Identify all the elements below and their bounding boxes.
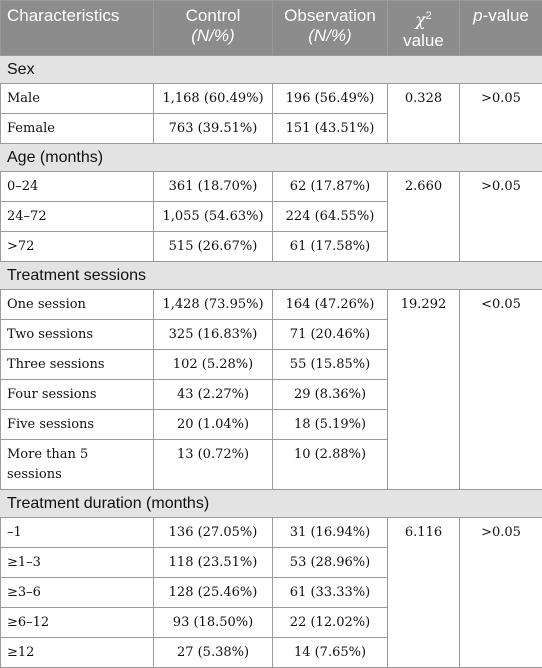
section-header-row: Sex [1,55,542,83]
row-label: ≥3–6 [1,577,154,607]
control-cell: 27 (5.38%) [154,637,273,667]
control-cell: 128 (25.46%) [154,577,273,607]
header-characteristics: Characteristics [1,1,154,56]
row-label: ≥6–12 [1,607,154,637]
row-label: Five sessions [1,409,154,439]
row-label: Two sessions [1,319,154,349]
observation-cell: 53 (28.96%) [273,547,388,577]
observation-cell: 61 (33.33%) [273,577,388,607]
observation-cell: 55 (15.85%) [273,349,388,379]
row-label: More than 5 sessions [1,439,154,489]
header-observation: Observation(N/%) [273,1,388,56]
control-cell: 118 (23.51%) [154,547,273,577]
control-cell: 325 (16.83%) [154,319,273,349]
section-header-row: Treatment sessions [1,261,542,289]
row-label: Three sessions [1,349,154,379]
row-label: >72 [1,231,154,261]
control-cell: 136 (27.05%) [154,517,273,547]
p-value: <0.05 [460,289,542,489]
p-value: >0.05 [460,83,542,143]
control-cell: 1,055 (54.63%) [154,201,273,231]
observation-cell: 61 (17.58%) [273,231,388,261]
observation-cell: 14 (7.65%) [273,637,388,667]
control-cell: 515 (26.67%) [154,231,273,261]
row-label: Male [1,83,154,113]
control-cell: 1,428 (73.95%) [154,289,273,319]
control-cell: 361 (18.70%) [154,171,273,201]
control-cell: 763 (39.51%) [154,113,273,143]
p-value: >0.05 [460,517,542,667]
control-cell: 20 (1.04%) [154,409,273,439]
header-control: Control(N/%) [154,1,273,56]
observation-cell: 62 (17.87%) [273,171,388,201]
section-title: Treatment duration (months) [1,489,542,517]
row-label: One session [1,289,154,319]
control-cell: 13 (0.72%) [154,439,273,489]
row-label: Female [1,113,154,143]
section-title: Treatment sessions [1,261,542,289]
control-cell: 1,168 (60.49%) [154,83,273,113]
row-label: –1 [1,517,154,547]
observation-cell: 151 (43.51%) [273,113,388,143]
row-label: ≥12 [1,637,154,667]
chi-square-value: 6.116 [388,517,460,667]
row-label: Four sessions [1,379,154,409]
observation-cell: 196 (56.49%) [273,83,388,113]
control-cell: 93 (18.50%) [154,607,273,637]
chi-square-value: 0.328 [388,83,460,143]
row-label: 24–72 [1,201,154,231]
section-header-row: Treatment duration (months) [1,489,542,517]
observation-cell: 31 (16.94%) [273,517,388,547]
observation-cell: 71 (20.46%) [273,319,388,349]
chi-square-value: 19.292 [388,289,460,489]
observation-cell: 18 (5.19%) [273,409,388,439]
section-title: Sex [1,55,542,83]
row-label: ≥1–3 [1,547,154,577]
control-cell: 43 (2.27%) [154,379,273,409]
header-row: Characteristics Control(N/%) Observation… [1,1,542,56]
section-header-row: Age (months) [1,143,542,171]
section-title: Age (months) [1,143,542,171]
row-label: 0–24 [1,171,154,201]
header-p-value: p-value [460,1,542,56]
observation-cell: 10 (2.88%) [273,439,388,489]
observation-cell: 224 (64.55%) [273,201,388,231]
observation-cell: 22 (12.02%) [273,607,388,637]
p-value: >0.05 [460,171,542,261]
observation-cell: 164 (47.26%) [273,289,388,319]
observation-cell: 29 (8.36%) [273,379,388,409]
chi-square-value: 2.660 [388,171,460,261]
control-cell: 102 (5.28%) [154,349,273,379]
